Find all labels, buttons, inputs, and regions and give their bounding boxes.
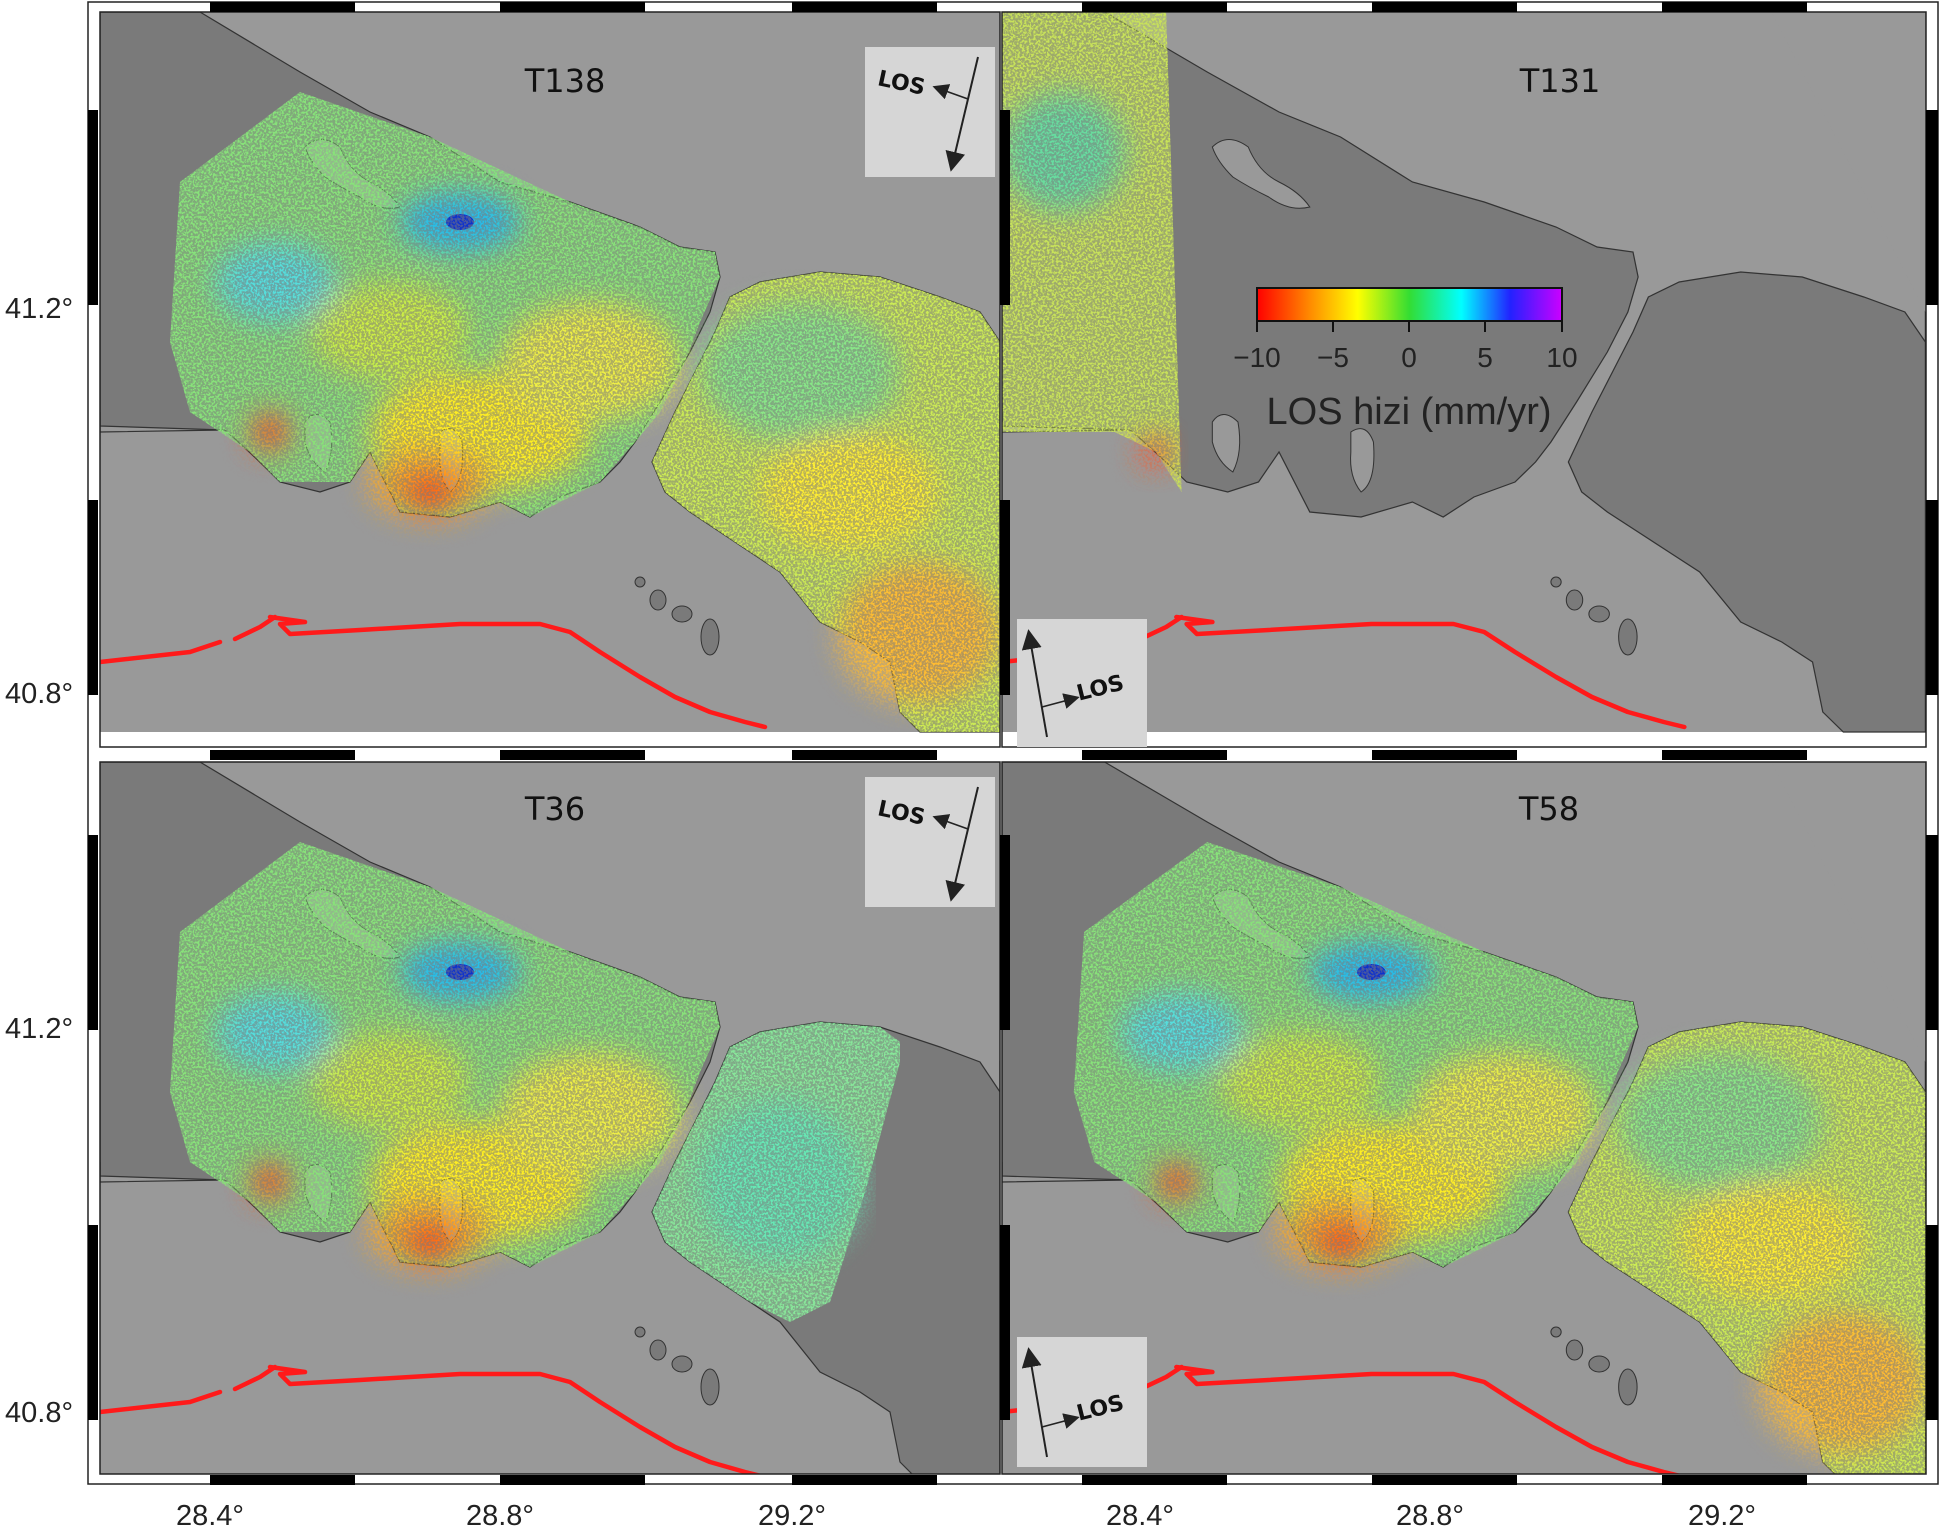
lat-label: 41.2° — [5, 1013, 73, 1045]
panel-title: T58 — [1518, 790, 1579, 828]
lon-label: 28.8° — [466, 1500, 534, 1532]
los-box: LOS — [865, 777, 995, 907]
lon-label: 29.2° — [758, 1500, 826, 1532]
colorbar-tick: −5 — [1317, 342, 1349, 373]
lat-label: 41.2° — [5, 293, 73, 325]
lon-label: 29.2° — [1688, 1500, 1756, 1532]
lon-label: 28.4° — [1106, 1500, 1174, 1532]
panel-T58: T58 LOS — [1001, 761, 1927, 1475]
panel-title: T36 — [524, 790, 585, 828]
colorbar-tick: 10 — [1546, 342, 1577, 373]
panel-title: T131 — [1519, 62, 1601, 100]
panel-title: T138 — [524, 62, 606, 100]
panel-T138: T138 LOS — [99, 11, 1001, 748]
lat-label: 40.8° — [5, 678, 73, 710]
lat-label: 40.8° — [5, 1397, 73, 1429]
colorbar-title: LOS hizi (mm/yr) — [1267, 391, 1552, 433]
los-box: LOS — [865, 47, 995, 177]
colorbar-tick: 0 — [1401, 342, 1417, 373]
colorbar-tick: 5 — [1477, 342, 1493, 373]
los-box: LOS — [1017, 1337, 1147, 1467]
lon-label: 28.4° — [176, 1500, 244, 1532]
map-frame — [87, 1, 1939, 1485]
panel-T36: T36 LOS — [99, 761, 1001, 1475]
colorbar-tick: −10 — [1233, 342, 1281, 373]
panel-T131: T131 LOS −10 −5 0 5 10 LOS hizi (mm/yr) — [1001, 11, 1927, 748]
los-box: LOS — [1017, 619, 1147, 747]
lon-label: 28.8° — [1396, 1500, 1464, 1532]
colorbar: −10 −5 0 5 10 LOS hizi (mm/yr) — [1233, 287, 1578, 433]
